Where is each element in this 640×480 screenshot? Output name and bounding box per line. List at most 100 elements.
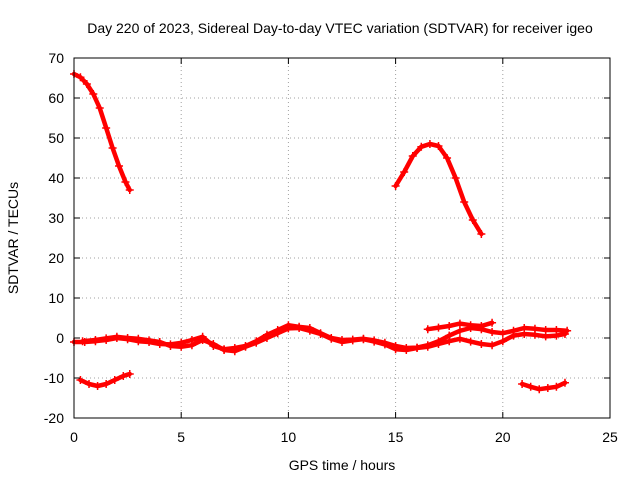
data-point (305, 326, 314, 335)
data-point (451, 174, 460, 182)
data-point (445, 322, 454, 330)
data-point (488, 318, 497, 327)
data-point (76, 73, 85, 82)
data-point (445, 337, 454, 346)
data-point (220, 346, 229, 354)
y-tick-label: 40 (48, 170, 64, 186)
series-line (519, 380, 568, 392)
data-point (434, 340, 443, 348)
y-tick-label: -20 (44, 410, 64, 426)
data-point (455, 319, 464, 328)
data-point (543, 384, 552, 392)
data-point (123, 334, 132, 342)
data-point (348, 336, 357, 345)
data-point (110, 376, 119, 384)
data-point (423, 342, 432, 351)
data-point (402, 346, 411, 354)
data-point (76, 376, 85, 384)
data-point (541, 332, 550, 341)
data-point (295, 324, 304, 332)
data-point (187, 341, 196, 350)
y-axis-label: SDTVAR / TECUs (5, 182, 21, 294)
data-point (78, 337, 87, 346)
data-point (560, 378, 569, 387)
series-line (80, 325, 568, 354)
data-point (252, 338, 261, 347)
data-point (455, 326, 464, 335)
data-point (112, 332, 121, 341)
data-point (434, 142, 443, 150)
data-point (477, 322, 486, 330)
x-tick-label: 0 (70, 429, 78, 445)
data-point (498, 329, 507, 338)
data-point (477, 340, 486, 348)
x-tick-label: 20 (495, 429, 511, 445)
y-tick-label: -10 (44, 370, 64, 386)
y-tick-label: 50 (48, 130, 64, 146)
data-point (262, 334, 271, 342)
data-point (338, 338, 346, 346)
data-point (498, 337, 507, 346)
data-point (177, 342, 186, 351)
data-point (89, 90, 98, 98)
x-tick-label: 15 (388, 429, 404, 445)
data-point (380, 340, 389, 349)
data-point (468, 216, 477, 224)
data-point (443, 154, 452, 162)
data-point (509, 331, 518, 340)
data-point (466, 337, 475, 346)
data-point (209, 340, 218, 348)
data-point (460, 198, 469, 206)
series-negative-early (76, 370, 134, 390)
x-tick-label: 25 (602, 429, 618, 445)
series-arc-high-early (70, 70, 134, 194)
data-point (466, 321, 475, 330)
data-point (488, 341, 497, 350)
y-tick-label: 30 (48, 210, 64, 226)
data-point (119, 372, 128, 380)
data-point (91, 336, 100, 344)
x-tick-label: 10 (281, 429, 297, 445)
data-point (425, 140, 434, 148)
data-point (560, 330, 569, 338)
data-point (93, 382, 102, 390)
data-point (488, 328, 497, 336)
data-point (95, 104, 104, 112)
data-point (520, 330, 529, 338)
data-point (359, 335, 368, 344)
data-point (370, 337, 379, 346)
data-point (198, 336, 207, 344)
x-axis-label: GPS time / hours (289, 457, 396, 473)
data-point (477, 230, 486, 238)
data-point (518, 380, 527, 388)
data-point (526, 382, 535, 391)
data-point (115, 162, 124, 170)
data-point (82, 80, 91, 88)
data-point (125, 186, 134, 194)
chart-title: Day 220 of 2023, Sidereal Day-to-day VTE… (87, 20, 593, 36)
data-point (408, 152, 417, 160)
data-point (102, 334, 111, 343)
data-point (230, 347, 239, 356)
series-baseline-c (423, 318, 497, 334)
data-point (530, 330, 539, 339)
y-tick-label: 60 (48, 90, 64, 106)
data-point (400, 168, 409, 176)
data-point (434, 323, 443, 332)
series-arc-high-late (391, 140, 486, 238)
y-tick-label: 70 (48, 50, 64, 66)
series-baseline-b (78, 324, 569, 356)
x-tick-label: 5 (177, 429, 185, 445)
data-point (125, 370, 134, 378)
axis-ticks: 0 5 10 15 20 25 -20 -10 0 10 20 30 40 50 60 70 (44, 50, 618, 445)
y-tick-label: 10 (48, 290, 64, 306)
data-series (70, 70, 572, 394)
data-point (455, 334, 464, 343)
data-point (121, 178, 130, 186)
y-tick-label: 20 (48, 250, 64, 266)
plot-frame (73, 57, 611, 419)
data-point (166, 342, 175, 350)
data-point (145, 336, 154, 345)
data-point (134, 334, 143, 343)
